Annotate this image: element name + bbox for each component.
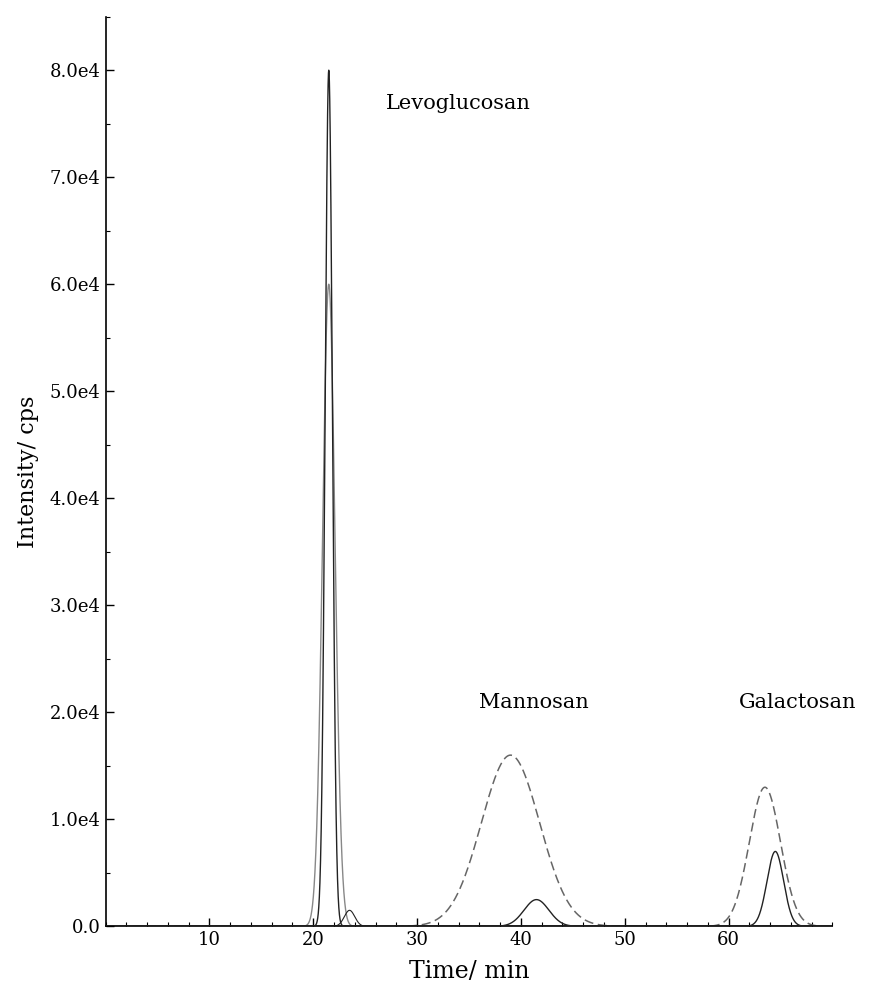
Y-axis label: Intensity/ cps: Intensity/ cps — [17, 395, 39, 548]
Text: Galactosan: Galactosan — [738, 693, 855, 712]
Text: Levoglucosan: Levoglucosan — [385, 94, 530, 113]
Text: Mannosan: Mannosan — [479, 693, 588, 712]
X-axis label: Time/ min: Time/ min — [408, 960, 529, 983]
